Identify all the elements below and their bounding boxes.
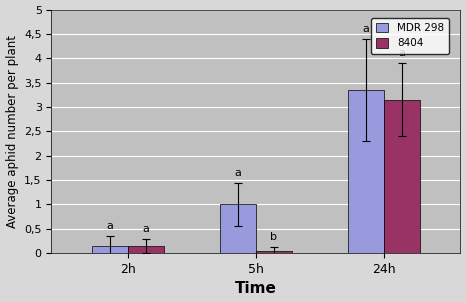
Bar [348,90,384,253]
Text: b: b [270,232,277,242]
Bar [92,246,128,253]
Bar [128,246,164,253]
X-axis label: Time: Time [235,281,277,297]
Text: a: a [143,224,150,234]
Bar [256,251,292,253]
Text: a: a [363,24,369,34]
Text: a: a [398,48,405,58]
Text: a: a [234,168,241,178]
Legend: MDR 298, 8404: MDR 298, 8404 [371,18,449,54]
Y-axis label: Average aphid number per plant: Average aphid number per plant [6,35,19,228]
Bar [220,204,256,253]
Bar [384,100,419,253]
Text: a: a [107,221,114,231]
